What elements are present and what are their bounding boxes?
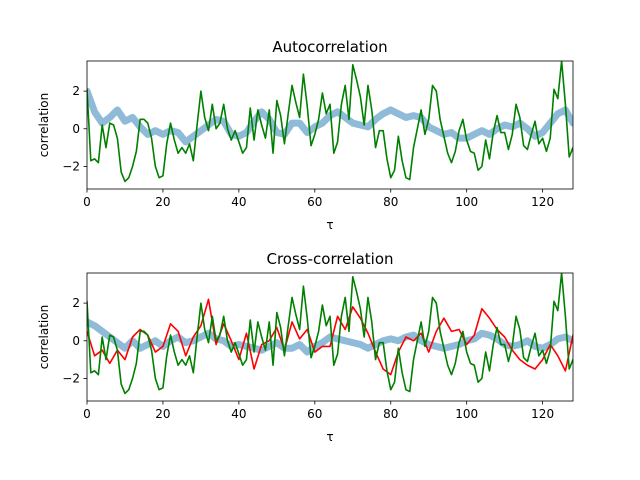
x-tick-label: 0 bbox=[83, 195, 91, 209]
cross-correlation-panel: 0 20 40 60 80 100 120 −2 0 2 Cross-correlation τ cor… bbox=[37, 250, 574, 444]
x-tick-label: 40 bbox=[231, 195, 246, 209]
y-tick-label: 2 bbox=[72, 84, 80, 98]
x-tick-label: 100 bbox=[455, 407, 478, 421]
series-line-0 bbox=[87, 318, 573, 356]
plot-area bbox=[87, 61, 573, 183]
series-line-1 bbox=[87, 298, 573, 376]
series-line-2 bbox=[87, 273, 573, 395]
y-tick-label: 0 bbox=[72, 334, 80, 348]
series-line-0 bbox=[87, 87, 573, 146]
y-axis-label: correlation bbox=[37, 93, 51, 157]
y-tick-label: −2 bbox=[62, 371, 80, 385]
x-axis-label: τ bbox=[326, 218, 333, 232]
axes-frame bbox=[86, 272, 574, 402]
autocorrelation-panel: 0 20 40 60 80 100 120 −2 0 2 Autocorrelation τ corre… bbox=[37, 38, 574, 232]
y-tick-label: −2 bbox=[62, 159, 80, 173]
chart-title: Autocorrelation bbox=[272, 38, 387, 56]
x-tick-label: 60 bbox=[307, 195, 322, 209]
x-tick-label: 80 bbox=[383, 195, 398, 209]
x-tick-label: 60 bbox=[307, 407, 322, 421]
x-axis-label: τ bbox=[326, 430, 333, 444]
x-tick-label: 20 bbox=[155, 407, 170, 421]
y-tick-label: 0 bbox=[72, 122, 80, 136]
x-tick-label: 40 bbox=[231, 407, 246, 421]
y-tick-label: 2 bbox=[72, 296, 80, 310]
x-tick-label: 0 bbox=[83, 407, 91, 421]
y-axis-label: correlation bbox=[37, 305, 51, 369]
chart-title: Cross-correlation bbox=[266, 250, 393, 268]
x-tick-label: 120 bbox=[531, 407, 554, 421]
x-tick-label: 20 bbox=[155, 195, 170, 209]
x-tick-label: 120 bbox=[531, 195, 554, 209]
x-tick-label: 100 bbox=[455, 195, 478, 209]
x-tick-label: 80 bbox=[383, 407, 398, 421]
plot-area bbox=[87, 273, 573, 395]
axes-frame bbox=[86, 60, 574, 190]
series-line-1 bbox=[87, 61, 573, 183]
